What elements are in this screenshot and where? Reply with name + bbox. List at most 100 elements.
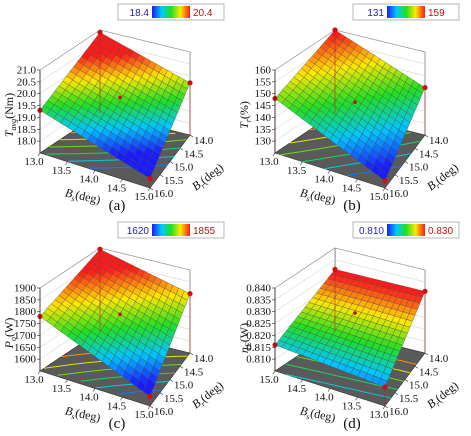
y-tick xyxy=(179,366,184,369)
colorbar-max-label: 1855 xyxy=(193,226,216,237)
x-tick-label: 14.0 xyxy=(79,174,99,186)
z-tick-label: 19.0 xyxy=(17,112,37,124)
colorbar: 1620 1855 xyxy=(117,221,225,239)
z-tick-label: 1650 xyxy=(14,342,37,354)
colorbar: 18.4 20.4 xyxy=(117,3,225,21)
x-axis-label: Bs(deg) xyxy=(298,186,336,209)
x-tick xyxy=(120,179,123,183)
y-tick xyxy=(404,161,409,164)
y-label_sub: r xyxy=(434,181,443,191)
surface xyxy=(274,29,426,182)
y-tick xyxy=(394,174,399,177)
z-tick-label: 155 xyxy=(255,76,272,88)
z-tick-label: 20.5 xyxy=(17,76,37,88)
y-tick xyxy=(424,134,429,138)
z-label-unit: (%) xyxy=(237,101,251,119)
x-tick-label: 14.5 xyxy=(107,182,127,194)
data-point-center xyxy=(353,100,357,104)
wall-gridline xyxy=(39,247,101,289)
y-label_unit: (deg) xyxy=(197,160,226,187)
data-point-front_right xyxy=(147,175,153,182)
z-tick-label: 0.810 xyxy=(246,354,271,366)
panel-caption: (c) xyxy=(109,416,126,432)
data-point-back_left xyxy=(332,266,338,272)
data-point-back_left xyxy=(97,246,103,252)
y-tick xyxy=(404,379,409,382)
data-point-front_right xyxy=(147,393,153,400)
x-tick-label: 13.0 xyxy=(259,156,279,168)
x-tick-label: 13.0 xyxy=(369,409,389,421)
y-tick xyxy=(414,148,419,151)
z-tick-label: 18.5 xyxy=(17,124,37,136)
colorbar: 0.810 0.830 xyxy=(352,221,460,239)
x-axis-label: Bs(deg) xyxy=(63,404,101,427)
colorbar-max-label: 159 xyxy=(428,8,445,19)
y-tick xyxy=(189,134,194,138)
y-label_sub: r xyxy=(434,399,443,409)
colorbar-min-label: 0.810 xyxy=(359,226,384,237)
z-label-sub: r xyxy=(244,118,253,122)
y-label_unit: (deg) xyxy=(197,378,226,405)
x-tick-label: 14.0 xyxy=(314,174,334,186)
x-tick-label: 14.5 xyxy=(107,400,127,412)
y-tick xyxy=(424,352,429,356)
z-axis-label: Tr(%) xyxy=(237,101,253,129)
x-label_sub: s xyxy=(71,194,76,203)
colorbar-max-label: 0.830 xyxy=(428,226,453,237)
z-tick-label: 0.835 xyxy=(246,294,271,306)
z-label-sub: o xyxy=(9,337,18,341)
y-tick-label: 14.0 xyxy=(194,353,214,365)
y-tick-label: 15.5 xyxy=(399,393,419,405)
x-tick xyxy=(355,397,358,401)
x-tick xyxy=(65,379,68,383)
x-tick xyxy=(300,379,303,383)
chart-panel-2: 130135140145150155160Tr(%)13.013.514.014… xyxy=(237,3,462,214)
z-label-main: T xyxy=(2,129,16,137)
z-tick-label: 1800 xyxy=(14,306,37,318)
colorbar-min-label: 1620 xyxy=(127,226,150,237)
data-point-back_left xyxy=(332,27,338,33)
y-tick xyxy=(169,379,174,382)
wall-gridline xyxy=(274,29,336,71)
panel-caption: (a) xyxy=(109,198,126,214)
z-label-unit: (W) xyxy=(2,318,16,337)
z-tick-label: 0.840 xyxy=(246,283,271,295)
z-tick-label: 1900 xyxy=(14,283,37,295)
wall-gridline xyxy=(334,259,426,283)
y-tick-label: 16.0 xyxy=(389,188,409,200)
z-tick-label: 18.0 xyxy=(17,136,37,148)
data-point-back_right xyxy=(187,291,193,297)
x-label_sub: s xyxy=(306,194,311,203)
y-tick-label: 16.0 xyxy=(389,406,409,418)
z-tick-label: 20.0 xyxy=(17,88,37,100)
x-tick xyxy=(272,152,276,157)
wall-gridline xyxy=(334,247,426,271)
z-label-main: η xyxy=(237,347,251,353)
x-tick xyxy=(120,397,123,401)
data-point-center xyxy=(118,312,122,317)
surface xyxy=(274,269,426,388)
x-label_unit: (deg) xyxy=(74,406,102,425)
y-tick-label: 15.0 xyxy=(409,162,429,174)
y-tick-label: 16.0 xyxy=(154,188,174,200)
x-tick-label: 14.5 xyxy=(287,383,307,395)
data-point-front_right xyxy=(382,384,388,390)
y-tick xyxy=(149,187,154,191)
x-label_sub: s xyxy=(306,412,311,421)
y-tick xyxy=(159,174,164,177)
colorbar-gradient xyxy=(387,6,425,18)
data-point-center xyxy=(353,311,357,315)
z-tick-label: 160 xyxy=(255,65,272,77)
data-point-center xyxy=(118,95,122,100)
y-tick-label: 14.5 xyxy=(184,148,204,160)
z-tick-label: 145 xyxy=(255,100,272,112)
x-tick xyxy=(37,152,41,157)
x-label_main: B xyxy=(64,186,75,201)
colorbar-max-label: 20.4 xyxy=(193,8,213,19)
z-tick-label: 1700 xyxy=(14,330,37,342)
z-axis-label: ηE(W) xyxy=(237,323,253,353)
y-axis-label: Br(deg) xyxy=(424,160,462,195)
z-label-main: T xyxy=(237,121,251,129)
